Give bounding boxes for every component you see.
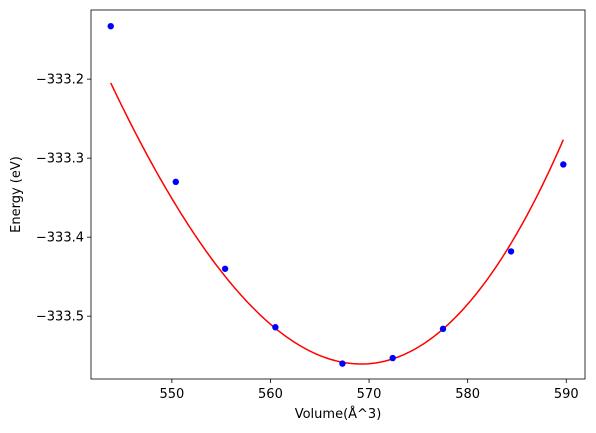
y-tick-label: −333.2 bbox=[36, 73, 84, 88]
y-tick-label: −333.4 bbox=[36, 231, 84, 246]
data-point-6 bbox=[389, 354, 396, 362]
data-point-1 bbox=[107, 22, 114, 30]
y-tick-label: −333.5 bbox=[36, 310, 84, 325]
data-point-8 bbox=[507, 248, 515, 255]
y-axis-ticks: −333.2 −333.3 −333.4 −333.5 bbox=[36, 73, 91, 325]
x-tick-label: 570 bbox=[357, 387, 382, 402]
data-points-layer bbox=[107, 22, 567, 367]
y-axis-label: Energy (eV) bbox=[9, 156, 24, 233]
x-axis-label: Volume(Å^3) bbox=[295, 406, 382, 422]
x-tick-label: 550 bbox=[159, 387, 184, 402]
data-point-9 bbox=[560, 161, 567, 168]
x-axis-ticks: 550 560 570 580 590 bbox=[159, 379, 579, 402]
x-tick-label: 580 bbox=[455, 387, 480, 402]
fit-curve-line bbox=[110, 82, 564, 365]
data-point-2 bbox=[172, 178, 179, 186]
data-point-5 bbox=[339, 360, 346, 367]
data-point-7 bbox=[439, 325, 447, 333]
x-tick-label: 560 bbox=[258, 387, 283, 402]
y-tick-label: −333.3 bbox=[36, 152, 84, 167]
axes-frame bbox=[90, 9, 586, 380]
data-point-4 bbox=[272, 324, 279, 331]
x-tick-label: 590 bbox=[554, 387, 579, 402]
data-point-3 bbox=[221, 265, 229, 272]
